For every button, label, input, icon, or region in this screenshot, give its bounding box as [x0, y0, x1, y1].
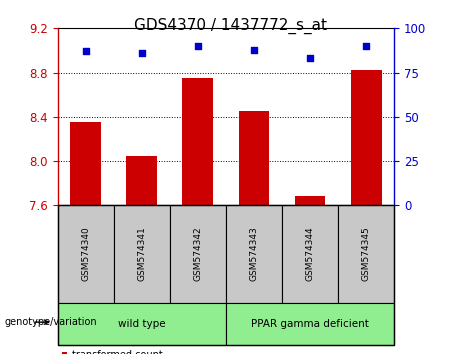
Bar	[58, 303, 226, 345]
Point	[82, 48, 89, 54]
Point	[138, 50, 146, 56]
Point	[250, 47, 258, 52]
Text: GSM574345: GSM574345	[361, 227, 371, 281]
Point	[194, 43, 201, 49]
Point	[362, 43, 370, 49]
Bar	[114, 205, 170, 303]
Bar	[238, 111, 269, 205]
Text: GSM574342: GSM574342	[193, 227, 202, 281]
Text: genotype/variation: genotype/variation	[5, 317, 97, 327]
Bar	[351, 70, 382, 205]
Bar	[70, 122, 101, 205]
Bar	[295, 196, 325, 205]
Bar	[126, 155, 157, 205]
Bar	[226, 303, 394, 345]
Bar	[183, 78, 213, 205]
Bar	[226, 205, 282, 303]
Text: PPAR gamma deficient: PPAR gamma deficient	[251, 319, 369, 329]
Point	[306, 56, 313, 61]
Text: GDS4370 / 1437772_s_at: GDS4370 / 1437772_s_at	[134, 18, 327, 34]
Text: GSM574340: GSM574340	[81, 227, 90, 281]
Bar	[58, 205, 114, 303]
Bar	[338, 205, 394, 303]
Bar	[282, 205, 338, 303]
Text: transformed count: transformed count	[72, 350, 163, 354]
Text: GSM574343: GSM574343	[249, 227, 259, 281]
Bar	[62, 352, 67, 354]
Text: GSM574344: GSM574344	[306, 227, 314, 281]
Text: GSM574341: GSM574341	[137, 227, 146, 281]
Bar	[170, 205, 226, 303]
Text: wild type: wild type	[118, 319, 165, 329]
